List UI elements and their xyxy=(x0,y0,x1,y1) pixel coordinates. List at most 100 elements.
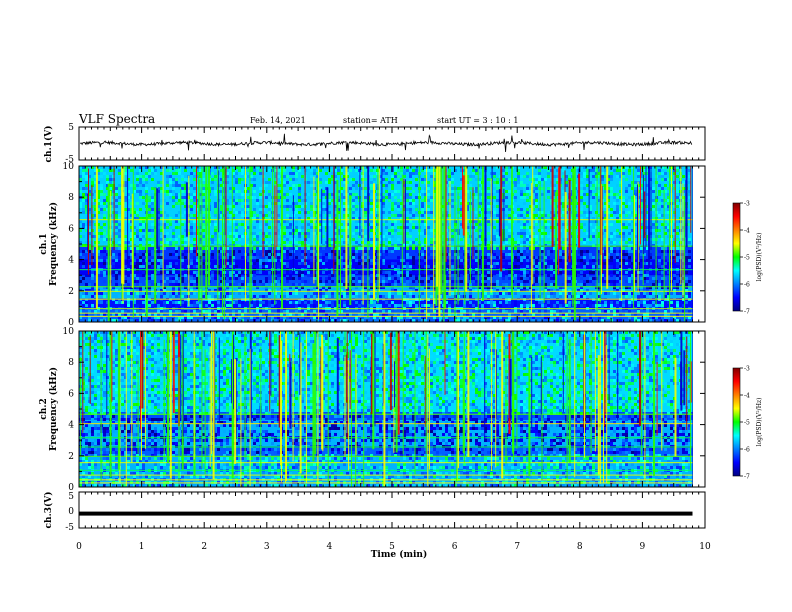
spectrogram-cell xyxy=(283,220,286,223)
spectrogram-cell xyxy=(370,211,373,214)
spectrogram-cell xyxy=(100,226,103,229)
spectrogram-cell xyxy=(286,262,289,265)
spectrogram-cell xyxy=(382,202,385,205)
spectrogram-cell xyxy=(364,256,367,259)
spectrogram-cell xyxy=(370,208,373,211)
spectrogram-cell xyxy=(514,190,517,193)
spectrogram-cell xyxy=(409,169,412,172)
spectrogram-cell xyxy=(475,247,478,250)
spectrogram-cell xyxy=(139,283,142,286)
spectrogram-cell xyxy=(322,283,325,286)
spectrogram-cell xyxy=(526,259,529,262)
spectrogram-cell xyxy=(259,193,262,196)
spectrogram-cell xyxy=(331,310,334,313)
spectrogram-cell xyxy=(388,229,391,232)
spectrogram-cell xyxy=(151,310,154,313)
spectrogram-cell xyxy=(562,283,565,286)
spectrogram-cell xyxy=(520,235,523,238)
spectrogram-cell xyxy=(115,259,118,262)
spectrogram-cell xyxy=(148,304,151,307)
spectrogram-cell xyxy=(160,280,163,283)
spectrogram-cell xyxy=(586,205,589,208)
spectrogram-cell xyxy=(487,223,490,226)
spectrogram-cell xyxy=(151,301,154,304)
spectrogram-cell xyxy=(328,205,331,208)
spectrogram-cell xyxy=(406,280,409,283)
spectrogram-cell xyxy=(562,292,565,295)
spectrogram-cell xyxy=(403,175,406,178)
spectrogram-cell xyxy=(328,175,331,178)
spectrogram-cell xyxy=(547,172,550,175)
spectrogram-cell xyxy=(547,256,550,259)
spectrogram-cell xyxy=(235,202,238,205)
spectrogram-cell xyxy=(181,247,184,250)
spectrogram-cell xyxy=(370,265,373,268)
spectrogram-cell xyxy=(253,172,256,175)
spectrogram-cell xyxy=(358,271,361,274)
spectrogram-cell xyxy=(103,295,106,298)
spectrogram-cell xyxy=(283,250,286,253)
spectrogram-cell xyxy=(115,277,118,280)
spectrogram-cell xyxy=(100,193,103,196)
spectrogram-cell xyxy=(592,229,595,232)
spectrogram-cell xyxy=(421,310,424,313)
spectrogram-cell xyxy=(358,280,361,283)
spectrogram-cell xyxy=(571,310,574,313)
spectrogram-cell xyxy=(265,295,268,298)
spectrogram-cell xyxy=(565,304,568,307)
spectrogram-cell xyxy=(484,283,487,286)
spectrogram-cell xyxy=(517,205,520,208)
spectrogram-cell xyxy=(553,292,556,295)
spectrogram-cell xyxy=(160,259,163,262)
spectrogram-cell xyxy=(406,220,409,223)
spectrogram-cell xyxy=(514,310,517,313)
spectrogram-cell xyxy=(508,229,511,232)
spectrogram-cell xyxy=(496,199,499,202)
spectrogram-cell xyxy=(493,301,496,304)
spectrogram-cell xyxy=(118,301,121,304)
spectrogram-cell xyxy=(382,277,385,280)
spectrogram-cell xyxy=(349,172,352,175)
spectrogram-cell xyxy=(412,226,415,229)
spectrogram-cell xyxy=(406,247,409,250)
spectrogram-cell xyxy=(193,196,196,199)
spectrogram-cell xyxy=(166,301,169,304)
spectrogram-cell xyxy=(484,277,487,280)
spectrogram-cell xyxy=(508,220,511,223)
spectrogram-cell xyxy=(175,274,178,277)
spectrogram-cell xyxy=(547,241,550,244)
spectrogram-cell xyxy=(481,304,484,307)
spectrogram-cell xyxy=(475,220,478,223)
spectrogram-cell xyxy=(319,283,322,286)
spectrogram-cell xyxy=(268,211,271,214)
spectrogram-cell xyxy=(169,178,172,181)
spectrogram-cell xyxy=(256,256,259,259)
spectrogram-cell xyxy=(229,220,232,223)
spectrogram-cell xyxy=(277,184,280,187)
spectrogram-cell xyxy=(382,280,385,283)
spectrogram-cell xyxy=(217,301,220,304)
spectrogram-cell xyxy=(523,256,526,259)
spectrogram-cell xyxy=(541,235,544,238)
spectrogram-cell xyxy=(301,280,304,283)
spectrogram-cell xyxy=(526,214,529,217)
spectrogram-cell xyxy=(535,220,538,223)
ch1-waveform-ylabel: ch.1(V) xyxy=(43,126,54,163)
spectrogram-cell xyxy=(193,280,196,283)
spectrogram-cell xyxy=(253,169,256,172)
spectrogram-cell xyxy=(364,199,367,202)
spectrogram-cell xyxy=(229,259,232,262)
spectrogram-cell xyxy=(514,259,517,262)
spectrogram-cell xyxy=(109,178,112,181)
spectrogram-cell xyxy=(211,274,214,277)
spectrogram-cell xyxy=(286,199,289,202)
spectrogram-cell xyxy=(151,202,154,205)
spectrogram-cell xyxy=(391,181,394,184)
spectrogram-cell xyxy=(121,310,124,313)
spectrogram-cell xyxy=(328,193,331,196)
spectrogram-cell xyxy=(82,199,85,202)
spectrogram-cell xyxy=(127,283,130,286)
spectrogram-cell xyxy=(397,226,400,229)
spectrogram-cell xyxy=(583,229,586,232)
spectrogram-cell xyxy=(253,235,256,238)
